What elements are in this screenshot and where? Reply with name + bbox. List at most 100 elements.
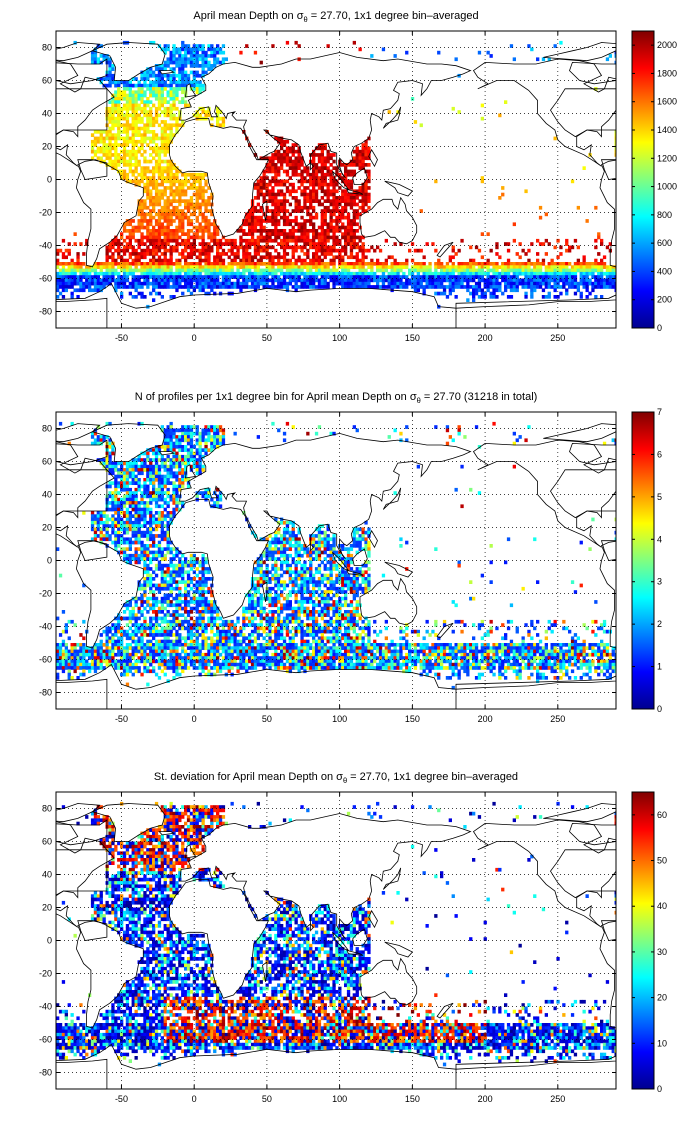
data-cell [256, 435, 260, 439]
data-cell [111, 275, 115, 279]
data-cell [474, 425, 479, 429]
data-cell [186, 425, 191, 429]
data-cell [169, 258, 173, 263]
data-cell [233, 242, 237, 246]
data-cell [524, 295, 528, 299]
data-cell [134, 153, 138, 157]
data-cell [146, 143, 150, 147]
data-cell [154, 468, 159, 472]
data-cell [207, 291, 211, 296]
data-cell [207, 186, 211, 190]
data-cell [335, 215, 339, 220]
data-cell [477, 491, 482, 495]
data-cell [576, 285, 580, 289]
data-cell [509, 44, 514, 48]
data-cell [137, 106, 141, 111]
data-cell [181, 100, 185, 104]
data-cell [169, 54, 173, 58]
data-cell [131, 130, 135, 134]
data-cell [611, 438, 615, 443]
data-cell [157, 153, 162, 157]
data-cell [329, 229, 333, 233]
data-cell [140, 291, 144, 296]
data-cell [125, 507, 130, 512]
data-cell [125, 163, 130, 167]
data-cell [134, 182, 138, 187]
data-cell [512, 262, 516, 266]
data-cell [344, 235, 348, 240]
data-cell [314, 235, 319, 240]
data-cell [160, 212, 164, 217]
data-cell [451, 248, 455, 253]
data-cell [90, 156, 95, 161]
data-cell [239, 285, 243, 289]
data-cell [108, 80, 112, 85]
data-cell [297, 44, 301, 48]
data-cell [140, 172, 144, 177]
data-cell [480, 176, 484, 180]
data-cell [149, 248, 153, 253]
data-cell [466, 281, 470, 286]
data-cell [64, 271, 68, 276]
data-cell [201, 278, 205, 283]
data-cell [221, 57, 226, 62]
data-cell [309, 275, 313, 279]
data-cell [131, 278, 135, 283]
data-cell [221, 275, 226, 279]
data-cell [157, 83, 162, 88]
data-cell [111, 262, 115, 266]
data-cell [114, 133, 118, 137]
data-cell [550, 265, 554, 269]
data-cell [495, 281, 499, 286]
data-cell [213, 268, 217, 273]
data-cell [605, 285, 610, 289]
data-cell [335, 172, 339, 177]
data-cell [349, 248, 354, 253]
data-cell [143, 110, 147, 114]
data-cell [361, 252, 365, 256]
data-cell [268, 268, 272, 273]
data-cell [143, 159, 147, 164]
data-cell [381, 271, 386, 276]
data-cell [149, 199, 153, 203]
data-cell [108, 255, 112, 260]
data-cell [332, 182, 336, 187]
data-cell [550, 285, 554, 289]
data-cell [152, 205, 156, 210]
data-cell [201, 448, 205, 452]
data-cell [256, 209, 260, 213]
data-cell [614, 438, 616, 443]
data-cell [67, 275, 71, 279]
data-cell [195, 448, 199, 452]
coastline [91, 42, 166, 81]
data-cell [565, 275, 569, 279]
data-cell [122, 93, 127, 98]
data-cell [332, 281, 336, 286]
data-cell [201, 491, 205, 495]
data-cell [154, 186, 159, 190]
data-cell [160, 487, 164, 492]
data-cell [172, 113, 176, 118]
data-cell [495, 271, 499, 276]
data-cell [175, 209, 179, 213]
data-cell [291, 149, 295, 154]
data-cell [201, 288, 205, 293]
data-cell [169, 87, 173, 91]
data-cell [605, 245, 610, 250]
data-cell [297, 179, 301, 184]
data-cell [282, 238, 287, 243]
data-cell [271, 166, 275, 170]
data-cell [108, 64, 112, 68]
data-cell [99, 54, 103, 58]
data-cell [268, 258, 272, 263]
data-cell [152, 215, 156, 220]
data-cell [277, 156, 281, 161]
data-cell [111, 238, 115, 243]
data-cell [448, 258, 452, 263]
data-cell [428, 281, 432, 286]
data-cell [184, 87, 188, 91]
data-cell [166, 238, 170, 243]
data-cell [131, 93, 135, 98]
data-cell [294, 196, 298, 200]
data-cell [440, 268, 444, 273]
